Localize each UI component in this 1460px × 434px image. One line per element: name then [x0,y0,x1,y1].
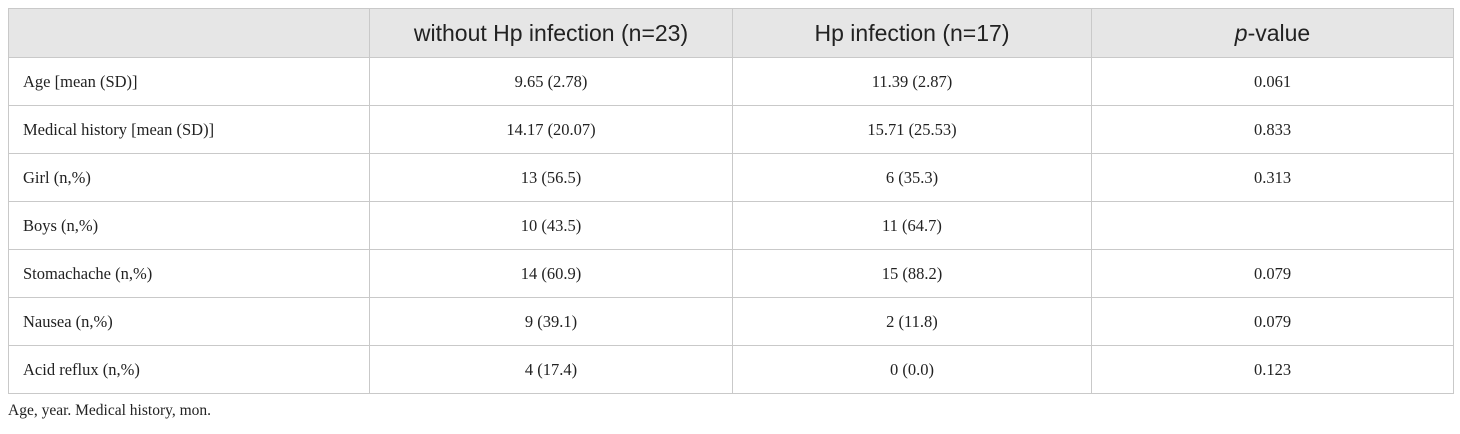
header-row: without Hp infection (n=23) Hp infection… [8,8,1454,58]
cell-hp-infection: 15 (88.2) [732,249,1092,298]
table-row: Age [mean (SD)] 9.65 (2.78) 11.39 (2.87)… [8,57,1454,106]
cell-p-value: 0.123 [1091,345,1454,394]
cell-hp-infection: 2 (11.8) [732,297,1092,346]
cell-hp-infection: 6 (35.3) [732,153,1092,202]
row-label: Stomachache (n,%) [8,249,370,298]
header-hp-infection: Hp infection (n=17) [732,8,1092,58]
table-row: Medical history [mean (SD)] 14.17 (20.07… [8,105,1454,154]
row-label: Acid reflux (n,%) [8,345,370,394]
row-label: Boys (n,%) [8,201,370,250]
cell-hp-infection: 11 (64.7) [732,201,1092,250]
table-row: Girl (n,%) 13 (56.5) 6 (35.3) 0.313 [8,153,1454,202]
header-p-letter: p [1234,19,1248,46]
table-row: Acid reflux (n,%) 4 (17.4) 0 (0.0) 0.123 [8,345,1454,394]
header-p-suffix: -value [1247,19,1311,46]
cell-hp-infection: 15.71 (25.53) [732,105,1092,154]
cell-p-value: 0.833 [1091,105,1454,154]
header-p-value: p-value [1091,8,1454,58]
cell-p-value: 0.079 [1091,249,1454,298]
table-container: without Hp infection (n=23) Hp infection… [8,8,1454,394]
row-label: Medical history [mean (SD)] [8,105,370,154]
cell-without-hp: 9 (39.1) [369,297,733,346]
header-without-hp: without Hp infection (n=23) [369,8,733,58]
cell-without-hp: 14 (60.9) [369,249,733,298]
table-row: Nausea (n,%) 9 (39.1) 2 (11.8) 0.079 [8,297,1454,346]
cell-p-value [1091,201,1454,250]
cell-hp-infection: 0 (0.0) [732,345,1092,394]
cell-p-value: 0.079 [1091,297,1454,346]
cell-without-hp: 14.17 (20.07) [369,105,733,154]
table-row: Stomachache (n,%) 14 (60.9) 15 (88.2) 0.… [8,249,1454,298]
table-row: Boys (n,%) 10 (43.5) 11 (64.7) [8,201,1454,250]
row-label: Girl (n,%) [8,153,370,202]
row-label: Age [mean (SD)] [8,57,370,106]
cell-without-hp: 13 (56.5) [369,153,733,202]
cell-p-value: 0.313 [1091,153,1454,202]
table-footnote: Age, year. Medical history, mon. [8,402,212,419]
cell-p-value: 0.061 [1091,57,1454,106]
cell-without-hp: 9.65 (2.78) [369,57,733,106]
cell-without-hp: 4 (17.4) [369,345,733,394]
comparison-table: without Hp infection (n=23) Hp infection… [8,8,1454,394]
row-label: Nausea (n,%) [8,297,370,346]
cell-without-hp: 10 (43.5) [369,201,733,250]
header-blank [8,8,370,58]
cell-hp-infection: 11.39 (2.87) [732,57,1092,106]
